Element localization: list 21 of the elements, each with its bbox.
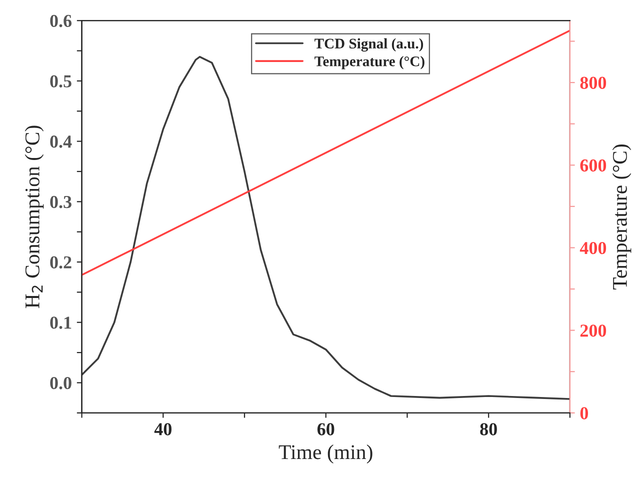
y2-tick-label: 400	[580, 242, 606, 254]
y2-tick-label: 800	[580, 76, 606, 89]
y2-tick-label: 200	[580, 324, 606, 337]
line-series	[82, 56, 570, 400]
x-tick-label: 40	[154, 423, 172, 436]
y-tick-label: 0.4	[50, 136, 72, 148]
y-tick-label: 0.6	[50, 14, 72, 28]
y-tick-label: 0.3	[50, 196, 72, 208]
legend-label: Temperature (°C)	[314, 56, 424, 70]
y-tick-label: 0.2	[50, 256, 72, 269]
x-axis-title: Time (min)	[278, 444, 372, 464]
y2-axis-title: Temperature (°C)	[612, 144, 632, 290]
y-tick-label: 0.0	[50, 376, 72, 390]
x-tick-label: 80	[480, 423, 497, 436]
y-axis-title: H$_{2}$ Consumption (°C)	[24, 126, 44, 308]
y2-tick-label: 0	[580, 407, 588, 420]
legend-label: TCD Signal (a.u.)	[314, 38, 424, 52]
y-tick-label: 0.5	[50, 75, 72, 88]
x-tick-label: 60	[317, 423, 334, 436]
y-tick-label: 0.1	[50, 316, 72, 329]
y2-tick-label: 600	[580, 159, 606, 172]
